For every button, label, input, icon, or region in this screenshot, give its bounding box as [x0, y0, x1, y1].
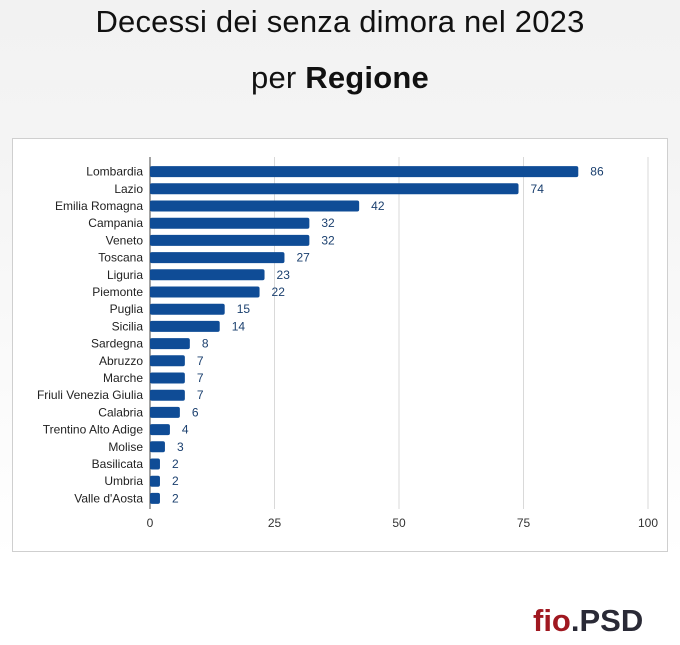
category-label: Umbria: [104, 474, 143, 488]
category-label: Calabria: [98, 405, 143, 419]
logo-text-fio: fio: [533, 603, 571, 638]
data-label: 2: [172, 491, 179, 505]
data-label: 22: [272, 285, 286, 299]
fio-psd-logo: fio.PSD: [533, 598, 643, 644]
category-label: Campania: [88, 216, 143, 230]
bar: [150, 441, 165, 453]
category-label: Toscana: [98, 251, 143, 265]
category-label: Abruzzo: [99, 354, 143, 368]
bar: [150, 406, 180, 418]
bar: [150, 458, 160, 470]
category-label: Basilicata: [92, 457, 144, 471]
chart-title: Decessi dei senza dimora nel 2023: [95, 4, 585, 39]
category-label: Veneto: [106, 233, 144, 247]
bar: [150, 492, 160, 504]
category-label: Emilia Romagna: [55, 199, 143, 213]
data-label: 74: [531, 182, 545, 196]
x-tick-label: 50: [392, 516, 406, 530]
category-label: Marche: [103, 371, 143, 385]
bar: [150, 355, 185, 367]
data-label: 4: [182, 423, 189, 437]
category-label: Lombardia: [86, 165, 143, 179]
x-tick-label: 75: [517, 516, 531, 530]
bar: [150, 475, 160, 487]
data-label: 42: [371, 199, 385, 213]
logo-text-psd: .PSD: [570, 603, 644, 638]
data-label: 14: [232, 319, 246, 333]
category-label: Molise: [108, 440, 143, 454]
data-label: 3: [177, 440, 184, 454]
bar: [150, 183, 519, 195]
category-label: Piemonte: [92, 285, 143, 299]
x-tick-label: 100: [638, 516, 658, 530]
bar: [150, 286, 260, 298]
data-label: 86: [590, 165, 604, 179]
bar: [150, 252, 285, 264]
subtitle-normal: per: [251, 60, 306, 95]
bar: [150, 303, 225, 315]
category-label: Liguria: [107, 268, 143, 282]
data-label: 7: [197, 371, 204, 385]
bar: [150, 320, 220, 332]
data-label: 15: [237, 302, 251, 316]
x-tick-label: 0: [147, 516, 154, 530]
category-label: Sicilia: [112, 319, 144, 333]
subtitle-bold: Regione: [305, 60, 429, 95]
bar: [150, 217, 310, 229]
bar: [150, 234, 310, 246]
category-label: Valle d'Aosta: [74, 491, 143, 505]
bar: [150, 200, 360, 212]
bar: [150, 424, 170, 436]
data-label: 2: [172, 457, 179, 471]
data-label: 7: [197, 388, 204, 402]
x-tick-label: 25: [268, 516, 282, 530]
data-label: 32: [321, 233, 335, 247]
data-label: 32: [321, 216, 335, 230]
bar: [150, 372, 185, 384]
data-label: 2: [172, 474, 179, 488]
category-label: Lazio: [114, 182, 143, 196]
category-label: Friuli Venezia Giulia: [37, 388, 143, 402]
bar: [150, 269, 265, 281]
data-label: 7: [197, 354, 204, 368]
data-label: 27: [296, 251, 310, 265]
data-label: 6: [192, 405, 199, 419]
bar: [150, 338, 190, 350]
bar: [150, 389, 185, 401]
chart-subtitle: per Regione: [0, 60, 680, 96]
category-label: Puglia: [110, 302, 144, 316]
category-label: Trentino Alto Adige: [43, 423, 144, 437]
chart-card: 0 25 50 75 100 Lombardia 86 Lazio 74 Emilia Romag…: [12, 138, 668, 552]
bar: [150, 166, 579, 178]
category-label: Sardegna: [91, 337, 143, 351]
data-label: 8: [202, 337, 209, 351]
data-label: 23: [277, 268, 291, 282]
